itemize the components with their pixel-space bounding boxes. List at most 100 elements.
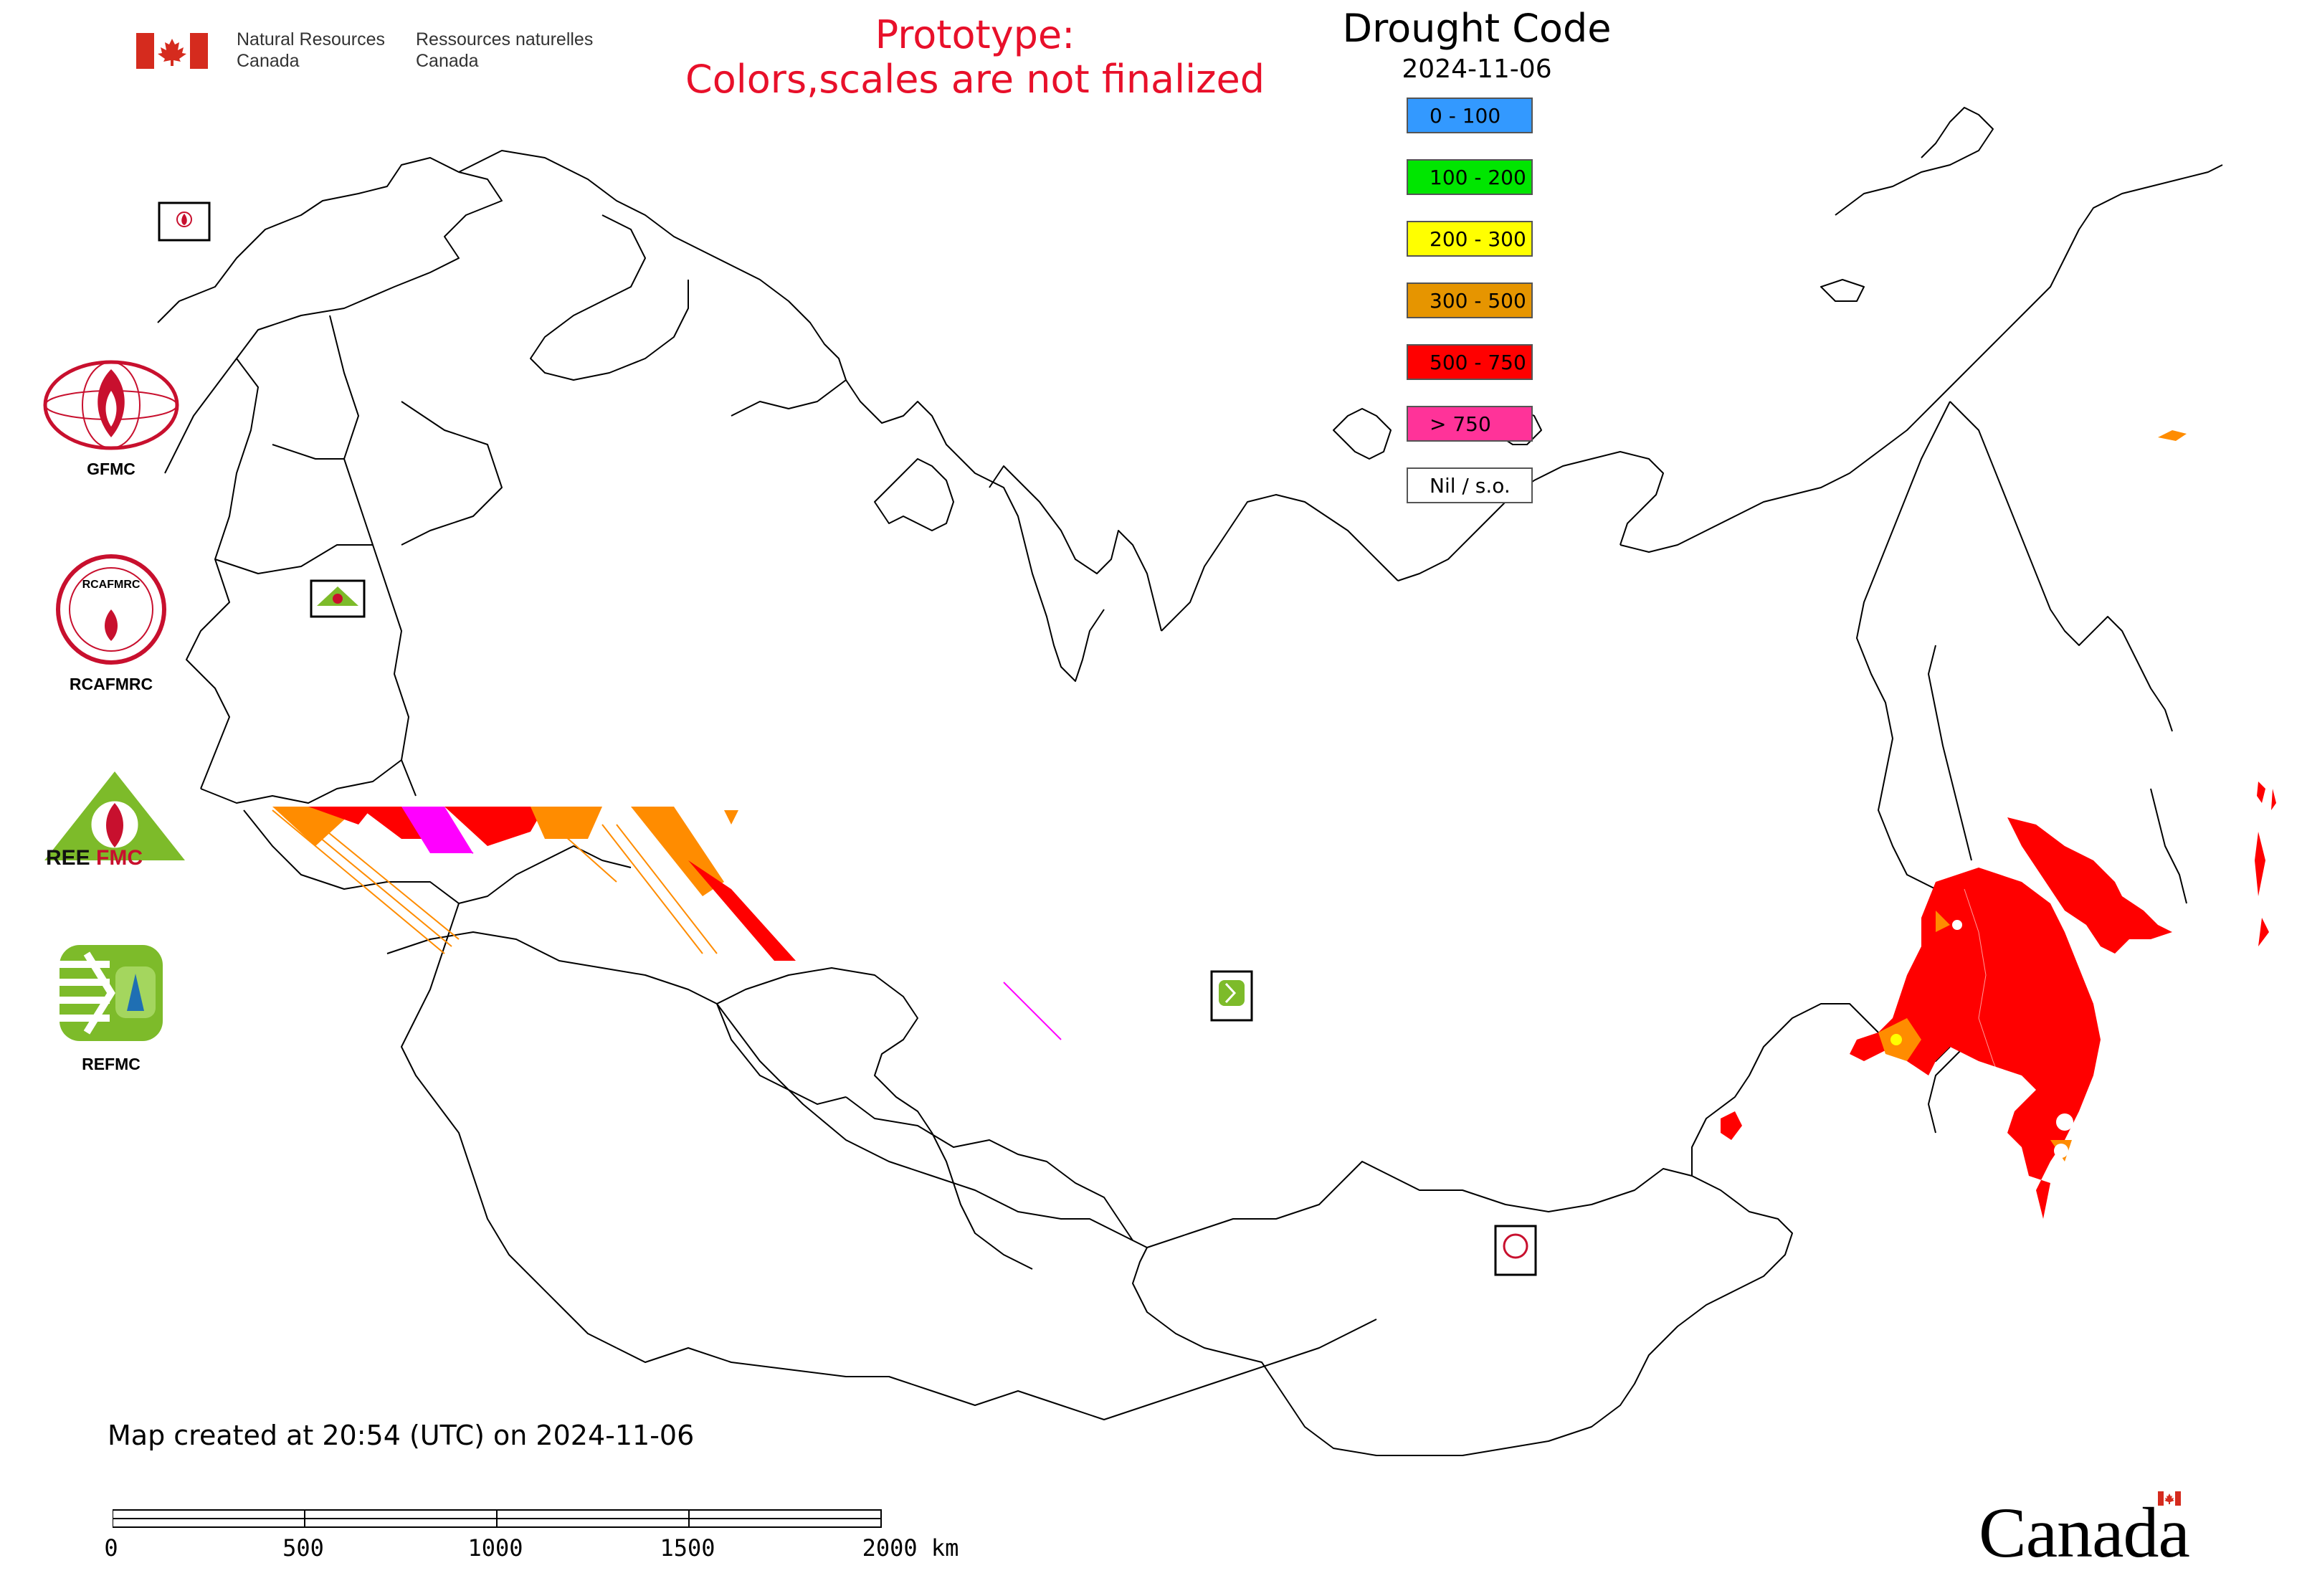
- logo-refmc: REFMC: [50, 939, 172, 1074]
- white-sea: [530, 214, 689, 381]
- station-box-rcafmrc: [1494, 1225, 1537, 1276]
- legend-title: Drought Code: [1342, 6, 1612, 51]
- okhotsk-coast: [1856, 401, 1994, 890]
- fill-far-east-red: [1850, 868, 2101, 1219]
- logo-rcafmrc: RCAFMRC RCAFMRC: [50, 552, 172, 694]
- streak-orange-6: [551, 824, 617, 883]
- rcafmrc-emblem-icon: RCAFMRC: [56, 554, 166, 665]
- station-box-refmc: [1210, 970, 1253, 1022]
- logo-gfmc: GFMC: [36, 358, 186, 479]
- novaya-zemlya: [874, 458, 954, 531]
- coastline-kola: [458, 150, 847, 417]
- legend-item: 200 - 300: [1407, 221, 1533, 257]
- coastline-scandinavia: [157, 157, 503, 474]
- streak-orange-4: [601, 824, 703, 954]
- border-kazakhstan-south: [716, 1003, 1148, 1248]
- gc-signature: Natural Resources Canada Ressources natu…: [136, 29, 602, 79]
- rcafmrc-label: RCAFMRC: [69, 675, 153, 693]
- border-central-asia-south: [616, 1319, 1377, 1420]
- fill-band-red-3: [444, 807, 545, 846]
- fill-sakhalin-red-1: [2257, 782, 2265, 803]
- logo-reefmc: REE FMC: [36, 767, 194, 871]
- org-name-fr: Ressources naturelles Canada: [416, 29, 594, 71]
- fill-band-orange-2: [531, 807, 602, 839]
- svg-text:FMC: FMC: [96, 846, 143, 868]
- streak-magenta-2: [429, 831, 474, 854]
- legend-item: 0 - 100: [1407, 98, 1533, 133]
- org-name-en: Natural Resources Canada: [237, 29, 386, 71]
- fill-band-magenta-1: [401, 807, 473, 853]
- scale-label-1000: 1000: [467, 1534, 523, 1562]
- border-kazakhstan: [716, 1003, 847, 1105]
- fill-band-orange-4: [724, 810, 738, 825]
- legend-date: 2024-11-06: [1402, 54, 1552, 84]
- border-russia-south: [845, 1096, 1133, 1241]
- fill-orange-spot-2: [1936, 911, 1950, 932]
- streak-orange-3: [300, 809, 460, 940]
- refmc-label: REFMC: [82, 1055, 141, 1073]
- border-west-4: [272, 444, 344, 460]
- station-box-reefmc: [310, 579, 366, 618]
- border-west-1: [186, 358, 259, 789]
- fill-okhotsk-red: [2007, 817, 2172, 954]
- canada-flag-icon: [136, 33, 208, 69]
- wordmark-flag-icon: [2158, 1491, 2181, 1506]
- taimyr: [1397, 451, 1664, 581]
- legend-item: 300 - 500: [1407, 282, 1533, 318]
- legend-item: 500 - 750: [1407, 344, 1533, 380]
- canada-wordmark-text: Canada: [1979, 1493, 2190, 1572]
- scale-bar-graphic: [113, 1509, 882, 1528]
- coastline-arctic-1: [845, 379, 1105, 682]
- sakhalin: [1928, 645, 1972, 861]
- fill-sakhalin-red-2: [2255, 832, 2265, 896]
- legend-item: > 750: [1407, 406, 1533, 442]
- legend-item: Nil / s.o.: [1407, 467, 1533, 503]
- coastline-arctic-3: [1620, 164, 2223, 553]
- fill-yellow-spot-1: [1890, 1034, 1902, 1045]
- fill-kuril-red: [2271, 789, 2276, 810]
- fill-kamchatka-orange: [2158, 430, 2187, 441]
- nil-spot-1: [2056, 1113, 2073, 1131]
- reefmc-emblem-icon: REE FMC: [44, 771, 185, 870]
- border-caucasus: [386, 931, 1033, 1270]
- streak-orange-1: [272, 809, 445, 954]
- fill-sakhalin-red-3: [2258, 918, 2269, 946]
- legend: 0 - 100 100 - 200 200 - 300 300 - 500 50…: [1407, 98, 1536, 529]
- river-amur: [1964, 888, 2008, 1098]
- prototype-notice: Prototype: Colors,scales are not finaliz…: [685, 12, 1265, 102]
- svg-text:RCAFMRC: RCAFMRC: [82, 579, 141, 591]
- legend-item: 100 - 200: [1407, 159, 1533, 195]
- yamal: [989, 465, 1162, 632]
- nil-spot-2: [2054, 1144, 2068, 1158]
- scale-label-500: 500: [282, 1534, 324, 1562]
- border-mongolia-outline: [1132, 1161, 1793, 1456]
- svg-text:REE: REE: [46, 846, 90, 868]
- fill-band-red-1: [308, 807, 373, 825]
- severnaya-zemlya: [1333, 408, 1392, 460]
- border-belarus: [200, 759, 402, 804]
- gfmc-label: GFMC: [87, 460, 135, 478]
- scale-label-0: 0: [104, 1534, 118, 1562]
- nil-spot-3: [1952, 920, 1962, 930]
- map-created-text: Map created at 20:54 (UTC) on 2024-11-06: [108, 1420, 695, 1451]
- scale-label-1500: 1500: [660, 1534, 715, 1562]
- scale-bar: 0 500 1000 1500 2000 km: [100, 1498, 982, 1585]
- refmc-emblem-icon: [60, 945, 163, 1041]
- coastline-arctic-2: [1161, 494, 1399, 632]
- canada-wordmark: Canada: [1979, 1491, 2190, 1574]
- wrangel: [1820, 279, 1865, 302]
- gfmc-emblem-icon: [43, 360, 179, 450]
- chukotka: [1835, 107, 1994, 216]
- fill-manchuria-red: [1721, 1111, 1742, 1140]
- station-box-gfmc: [158, 201, 211, 242]
- border-west-2: [329, 315, 417, 797]
- kamchatka: [1949, 401, 2173, 732]
- streak-orange-5: [616, 824, 718, 954]
- caspian: [401, 903, 617, 1349]
- border-west-3: [401, 401, 503, 546]
- kurils: [2150, 788, 2187, 904]
- border-west-5: [214, 544, 373, 574]
- streak-magenta-1: [1003, 982, 1062, 1040]
- streak-orange-2: [286, 809, 452, 947]
